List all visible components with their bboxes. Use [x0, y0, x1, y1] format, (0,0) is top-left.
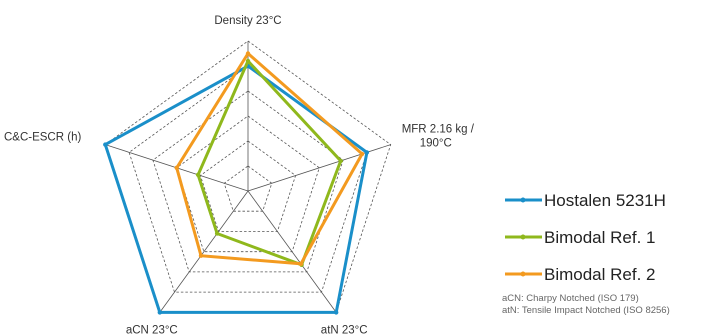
axis-labels: Density 23°C MFR 2.16 kg /190°C atN 23°C aC…: [4, 15, 475, 336]
legend-marker: [520, 197, 526, 203]
legend: Hostalen 5231H Bimodal Ref. 1 Bimodal Ref.…: [505, 191, 666, 284]
grid-ring-6: [104, 40, 392, 313]
legend-label: Hostalen 5231H: [544, 191, 666, 210]
data-point: [174, 165, 179, 170]
data-point: [298, 261, 304, 266]
axis-label-1: MFR 2.16 kg /190°C: [402, 124, 475, 150]
legend-item-2: Bimodal Ref. 2: [505, 265, 656, 284]
data-point: [198, 253, 204, 258]
axis-spoke-2: [247, 190, 337, 313]
data-point: [195, 172, 201, 177]
axis-spoke-1: [247, 144, 391, 192]
series-line-0: [103, 64, 369, 314]
grid-ring-2: [199, 140, 297, 232]
legend-label: Bimodal Ref. 1: [544, 228, 656, 247]
footnotes: aCN: Charpy Notched (ISO 179)atN: Tensil…: [502, 293, 670, 316]
data-point: [338, 158, 343, 164]
axis-label-3: aCN 23°C: [126, 324, 178, 336]
series-layer: [103, 51, 370, 315]
data-point: [103, 142, 108, 147]
data-point: [245, 58, 251, 64]
data-point: [157, 310, 162, 315]
axis-label-4: C&C-ESCR (h): [4, 132, 81, 144]
data-point: [334, 310, 339, 315]
data-point: [245, 51, 251, 56]
data-point: [359, 151, 365, 157]
axis-label-0: Density 23°C: [214, 15, 281, 27]
legend-marker: [520, 271, 526, 277]
series-line-2: [175, 51, 364, 266]
legend-marker: [520, 234, 526, 240]
axis-spoke-3: [159, 190, 249, 313]
grid-ring-1: [223, 165, 273, 212]
series-line-1: [196, 58, 343, 267]
axis-label-2: atN 23°C: [321, 324, 368, 336]
footnote: atN: Tensile Impact Notched (ISO 8256): [502, 305, 670, 316]
data-point: [364, 150, 370, 155]
legend-item-1: Bimodal Ref. 1: [505, 228, 656, 247]
grid-ring-4: [152, 90, 344, 273]
grid-ring-3: [176, 115, 320, 253]
footnote: aCN: Charpy Notched (ISO 179): [502, 293, 639, 304]
legend-item-0: Hostalen 5231H: [505, 191, 666, 210]
series-2: [174, 51, 365, 266]
data-point: [214, 231, 220, 236]
legend-label: Bimodal Ref. 2: [544, 265, 656, 284]
